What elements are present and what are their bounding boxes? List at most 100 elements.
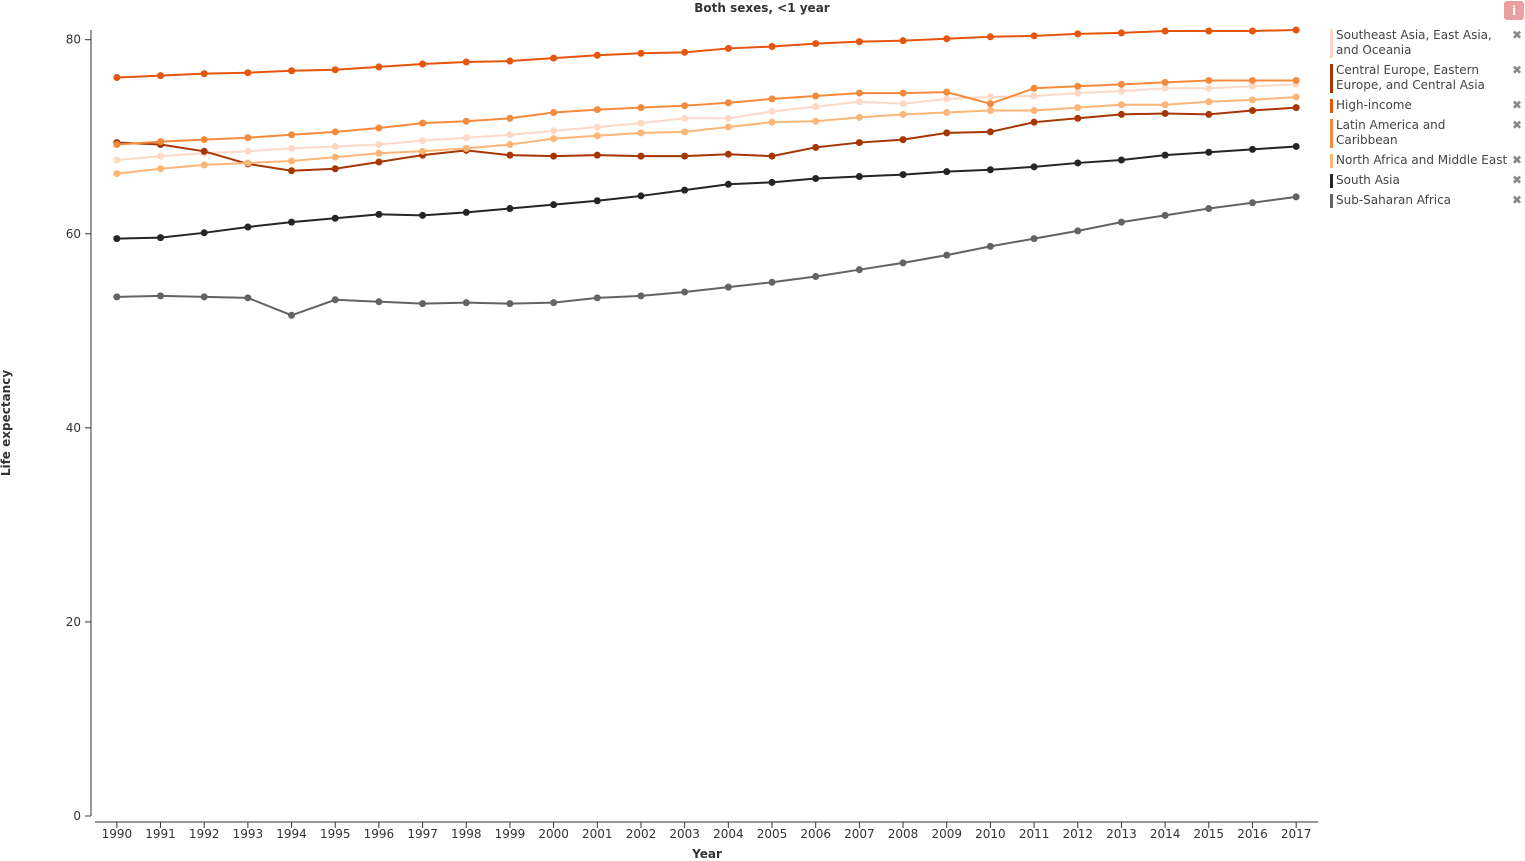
data-point [855,38,863,46]
data-point [113,170,121,178]
legend-item[interactable]: South Asia ✖ [1330,173,1522,188]
data-point [200,161,208,169]
data-point [550,201,558,209]
data-point [1292,93,1300,101]
x-tick-label: 1994 [276,827,307,841]
data-point [1074,30,1082,38]
data-point [419,211,427,219]
remove-button[interactable]: ✖ [1512,28,1523,42]
data-point [1117,218,1125,226]
data-point [812,40,820,48]
legend-label: High-income [1336,98,1412,112]
data-point [681,152,689,160]
data-point [943,108,951,116]
data-point [1161,151,1169,159]
data-point [157,152,165,160]
data-point [550,299,558,307]
remove-button[interactable]: ✖ [1512,193,1523,207]
svg-text:i: i [1512,4,1516,18]
data-point [113,74,121,82]
data-point [1074,159,1082,167]
data-point [375,298,383,306]
data-point [375,210,383,218]
legend-swatch [1330,154,1333,168]
data-point [200,147,208,155]
data-point [200,136,208,144]
chart: Both sexes, <1 year Year Life expectancy… [0,1,1318,861]
remove-button[interactable]: ✖ [1512,63,1523,77]
x-tick-label: 2005 [757,827,788,841]
data-point [855,89,863,97]
data-point [288,311,296,319]
legend-swatch [1330,29,1333,58]
data-point [768,95,776,103]
series-line [116,83,1297,162]
series [113,93,1300,178]
data-point [1205,27,1213,35]
y-axis-title: Life expectancy [0,370,13,477]
info-button[interactable]: i [1503,0,1525,22]
data-point [1205,98,1213,106]
data-point [724,44,732,52]
x-tick-label: 1993 [233,827,264,841]
x-tick-label: 2004 [713,827,744,841]
data-point [113,293,121,301]
data-point [288,167,296,175]
data-point [1161,101,1169,109]
data-point [724,99,732,107]
data-point [113,141,121,149]
data-point [768,42,776,50]
data-point [419,137,427,145]
data-point [244,134,252,142]
x-tick-label: 2001 [582,827,613,841]
x-tick-label: 1992 [189,827,220,841]
data-point [331,214,339,222]
data-point [331,165,339,173]
data-point [506,300,514,308]
y-tick-label: 0 [73,809,81,823]
y-tick-label: 60 [66,227,81,241]
data-point [986,107,994,115]
data-point [331,142,339,150]
data-point [1074,82,1082,90]
legend-item[interactable]: Sub-Saharan Africa ✖ [1330,193,1522,208]
data-point [244,147,252,155]
data-point [986,166,994,174]
data-point [1117,29,1125,37]
series-line [116,29,1297,79]
legend-item[interactable]: Southeast Asia, East Asia, and Oceania ✖ [1330,28,1522,58]
remove-button[interactable]: ✖ [1512,98,1523,112]
y-tick-label: 80 [66,33,81,47]
data-point [681,102,689,110]
data-point [681,128,689,136]
data-point [550,108,558,116]
data-point [1161,27,1169,35]
legend-item[interactable]: Latin America and Caribbean ✖ [1330,118,1522,148]
remove-button[interactable]: ✖ [1512,153,1523,167]
remove-button[interactable]: ✖ [1512,173,1523,187]
chart-title: Both sexes, <1 year [694,1,830,15]
data-point [812,143,820,151]
data-point [1292,142,1300,150]
legend-item[interactable]: High-income ✖ [1330,98,1522,113]
data-point [1248,27,1256,35]
data-point [419,60,427,68]
data-point [462,117,470,125]
data-point [331,128,339,136]
x-tick-label: 2008 [888,827,919,841]
x-tick-label: 2013 [1106,827,1137,841]
data-point [1248,76,1256,84]
data-point [1161,109,1169,117]
data-point [943,168,951,176]
legend-item[interactable]: Central Europe, Eastern Europe, and Cent… [1330,63,1522,93]
legend-item[interactable]: North Africa and Middle East ✖ [1330,153,1522,168]
data-point [899,110,907,118]
data-point [1030,107,1038,115]
data-point [855,98,863,106]
remove-button[interactable]: ✖ [1512,118,1523,132]
x-tick-label: 1998 [451,827,482,841]
data-point [288,131,296,139]
data-point [768,278,776,286]
data-point [637,104,645,112]
